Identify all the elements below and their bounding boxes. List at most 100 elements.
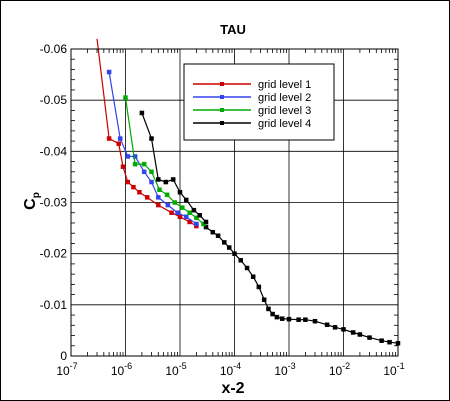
legend-swatch-marker <box>220 82 224 86</box>
data-point <box>324 322 330 328</box>
data-point <box>222 240 227 245</box>
data-point <box>357 332 363 337</box>
data-point <box>132 161 138 167</box>
data-point <box>141 161 147 167</box>
data-point <box>341 327 346 332</box>
y-axis-label-subscript: p <box>31 192 42 198</box>
data-point <box>194 215 199 221</box>
series-grid-level-2 <box>106 69 199 227</box>
data-point <box>226 245 232 250</box>
legend-label: grid level 1 <box>258 79 311 91</box>
data-point <box>106 136 112 141</box>
data-point <box>296 317 301 322</box>
data-point <box>350 330 356 335</box>
data-point <box>367 335 372 340</box>
y-axis-label-main: C <box>22 198 39 210</box>
y-tick-label: -0.01 <box>40 298 68 312</box>
legend-entry: grid level 2 <box>193 92 311 104</box>
data-point <box>183 214 189 220</box>
x-tick-label: 10-2 <box>329 361 350 378</box>
data-point <box>238 258 243 263</box>
data-point <box>312 318 318 324</box>
y-tick-label: -0.03 <box>40 196 68 210</box>
series-line <box>141 112 207 223</box>
data-point <box>250 274 256 279</box>
data-point <box>286 316 292 322</box>
data-point <box>120 164 126 169</box>
y-tick-label: -0.04 <box>40 144 68 158</box>
data-point <box>210 229 216 235</box>
data-point <box>274 314 280 320</box>
data-point <box>261 297 267 302</box>
x-tick-label: 10-5 <box>165 361 186 378</box>
data-point <box>332 325 338 330</box>
legend-entry: grid level 1 <box>193 79 311 91</box>
y-axis-ticks: 0 -0.01 -0.02 -0.03 -0.04 -0.05 -0.06 <box>40 42 68 363</box>
data-point <box>156 202 161 208</box>
data-point <box>197 213 202 218</box>
data-point <box>203 224 209 230</box>
data-point <box>266 306 271 312</box>
data-point <box>156 195 161 200</box>
data-point <box>125 154 131 159</box>
data-point <box>187 219 192 225</box>
series-grid-level-3 <box>123 95 206 227</box>
data-point <box>125 179 131 185</box>
series-line <box>205 226 399 344</box>
x-tick-label: 10-6 <box>111 361 132 378</box>
data-point <box>279 316 285 321</box>
data-point <box>194 221 199 227</box>
data-point <box>163 179 169 185</box>
series-grid-level-4 <box>139 110 209 225</box>
data-point <box>215 233 221 239</box>
y-tick-label: -0.05 <box>40 93 68 107</box>
legend-box <box>183 63 335 141</box>
series-common <box>203 224 401 346</box>
series-lines <box>96 38 401 346</box>
legend-swatch-marker <box>220 95 224 99</box>
data-point <box>191 207 197 213</box>
data-point <box>164 192 170 198</box>
data-point <box>177 214 183 220</box>
y-tick-label: 0 <box>60 349 67 363</box>
data-point <box>106 69 112 75</box>
legend-entry: grid level 3 <box>193 105 311 117</box>
legend-label: grid level 3 <box>258 105 311 117</box>
data-point <box>149 179 154 185</box>
data-point <box>244 265 250 271</box>
y-tick-label: -0.02 <box>40 247 68 261</box>
y-tick-label: -0.06 <box>40 42 68 56</box>
legend-swatch-marker <box>220 108 224 112</box>
y-axis-label: Cp <box>22 192 42 210</box>
data-point <box>187 210 192 215</box>
legend-swatch-marker <box>220 121 224 125</box>
data-point <box>131 184 136 190</box>
data-point <box>165 202 171 208</box>
data-point <box>270 311 275 317</box>
data-point <box>180 205 185 210</box>
y-axis-label-text: Cp <box>22 192 42 210</box>
data-point <box>232 251 237 256</box>
plot-border <box>70 48 399 357</box>
data-point <box>123 95 128 100</box>
chart-title: TAU <box>220 22 246 37</box>
data-point <box>256 284 262 290</box>
x-axis-label: x-2 <box>221 380 244 397</box>
x-tick-label: 10-4 <box>220 361 241 378</box>
data-point <box>156 177 161 182</box>
data-point <box>116 141 121 146</box>
data-point <box>141 169 147 175</box>
data-point <box>137 190 142 195</box>
legend-label: grid level 2 <box>258 92 311 104</box>
x-axis-ticks: 10-7 10-6 10-5 10-4 10-3 10-2 10-1 <box>56 361 404 378</box>
data-point <box>177 190 183 195</box>
data-point <box>379 338 384 343</box>
x-tick-label: 10-7 <box>56 361 77 378</box>
series-grid-level-1 <box>96 38 199 229</box>
data-point <box>132 154 138 159</box>
data-point <box>172 200 177 205</box>
data-point <box>149 136 154 141</box>
